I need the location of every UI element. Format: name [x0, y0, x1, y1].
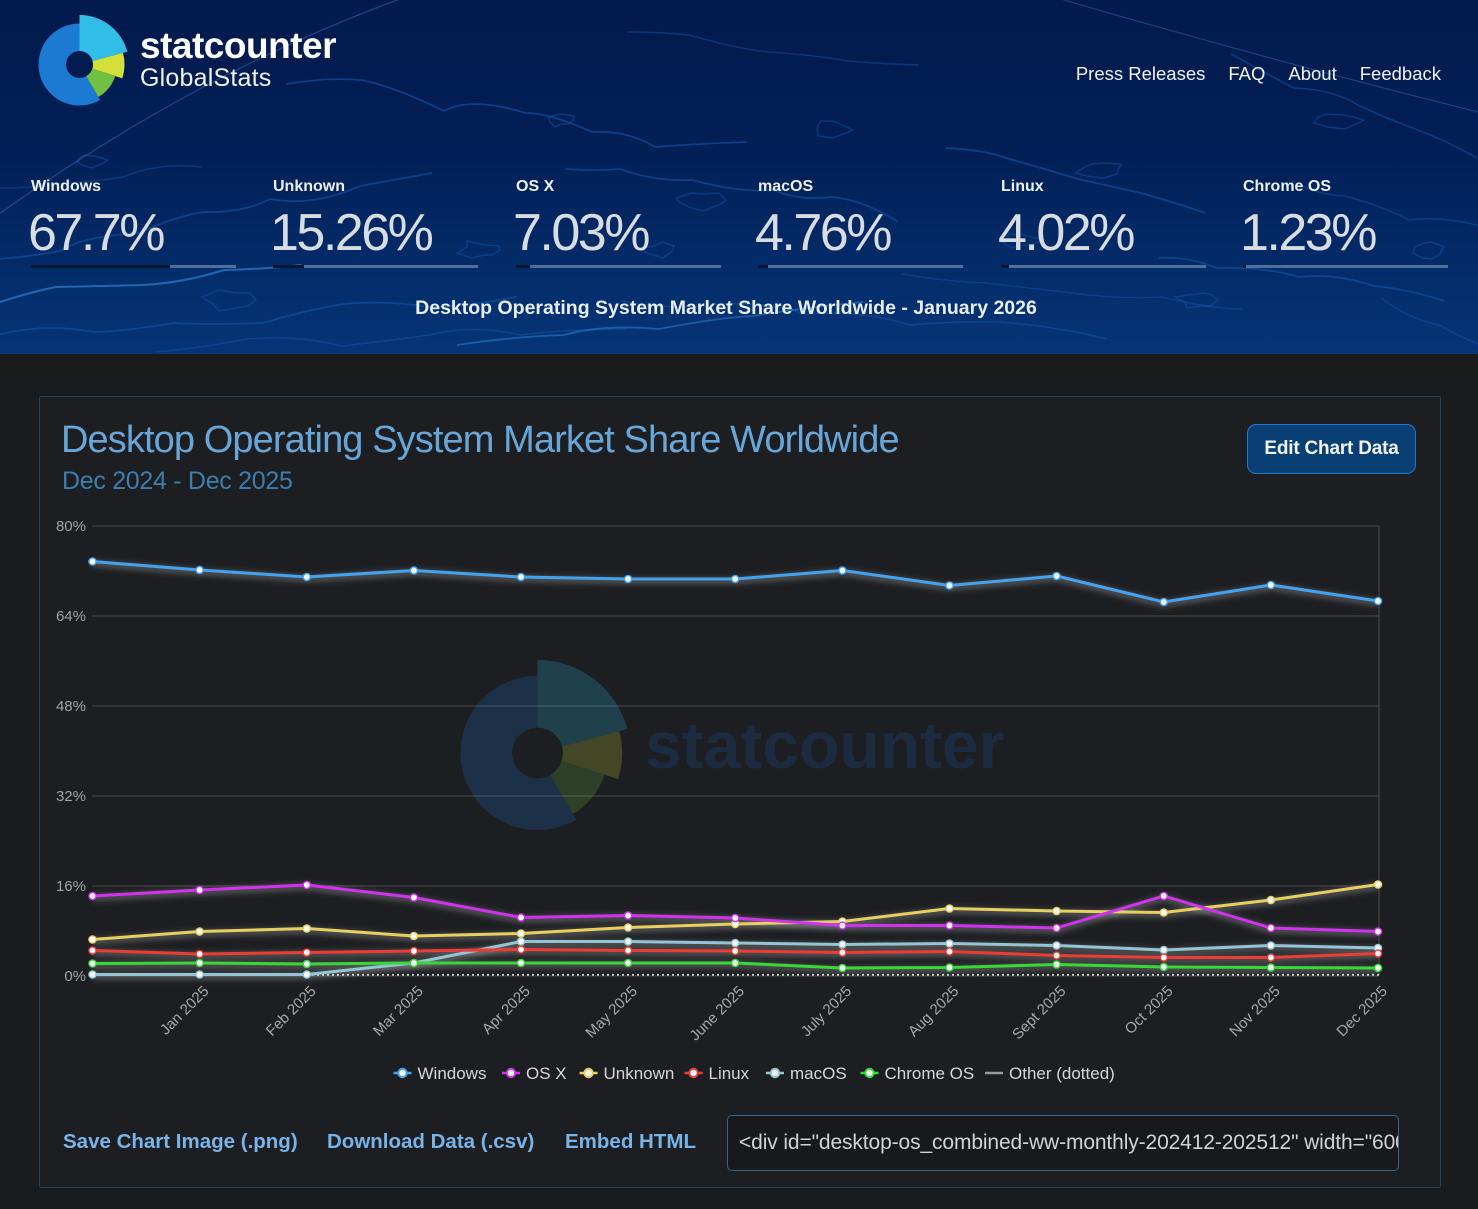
- svg-text:Dec 2025: Dec 2025: [1333, 983, 1390, 1040]
- svg-text:Nov 2025: Nov 2025: [1226, 983, 1283, 1040]
- svg-text:Feb 2025: Feb 2025: [263, 983, 320, 1040]
- svg-text:Other (dotted): Other (dotted): [1009, 1064, 1115, 1083]
- svg-text:Sept 2025: Sept 2025: [1009, 983, 1069, 1043]
- svg-text:64%: 64%: [56, 608, 86, 625]
- svg-text:16%: 16%: [56, 878, 86, 895]
- svg-text:Mar 2025: Mar 2025: [370, 983, 427, 1040]
- svg-text:32%: 32%: [56, 788, 86, 805]
- svg-text:macOS: macOS: [790, 1064, 847, 1083]
- svg-text:OS X: OS X: [526, 1064, 567, 1083]
- svg-text:48%: 48%: [56, 698, 86, 715]
- svg-text:Unknown: Unknown: [604, 1064, 675, 1083]
- svg-text:80%: 80%: [56, 518, 86, 535]
- svg-text:Oct 2025: Oct 2025: [1122, 983, 1177, 1038]
- svg-text:0%: 0%: [64, 968, 86, 985]
- svg-text:statcounter: statcounter: [645, 708, 1004, 782]
- svg-text:June 2025: June 2025: [686, 983, 748, 1045]
- svg-text:Aug 2025: Aug 2025: [905, 983, 962, 1040]
- svg-text:Linux: Linux: [709, 1064, 750, 1083]
- svg-text:Jan 2025: Jan 2025: [157, 983, 213, 1039]
- svg-text:Windows: Windows: [418, 1064, 487, 1083]
- svg-text:Chrome OS: Chrome OS: [885, 1064, 975, 1083]
- svg-text:May 2025: May 2025: [582, 983, 641, 1042]
- svg-text:July 2025: July 2025: [798, 983, 855, 1040]
- svg-text:Apr 2025: Apr 2025: [479, 983, 534, 1038]
